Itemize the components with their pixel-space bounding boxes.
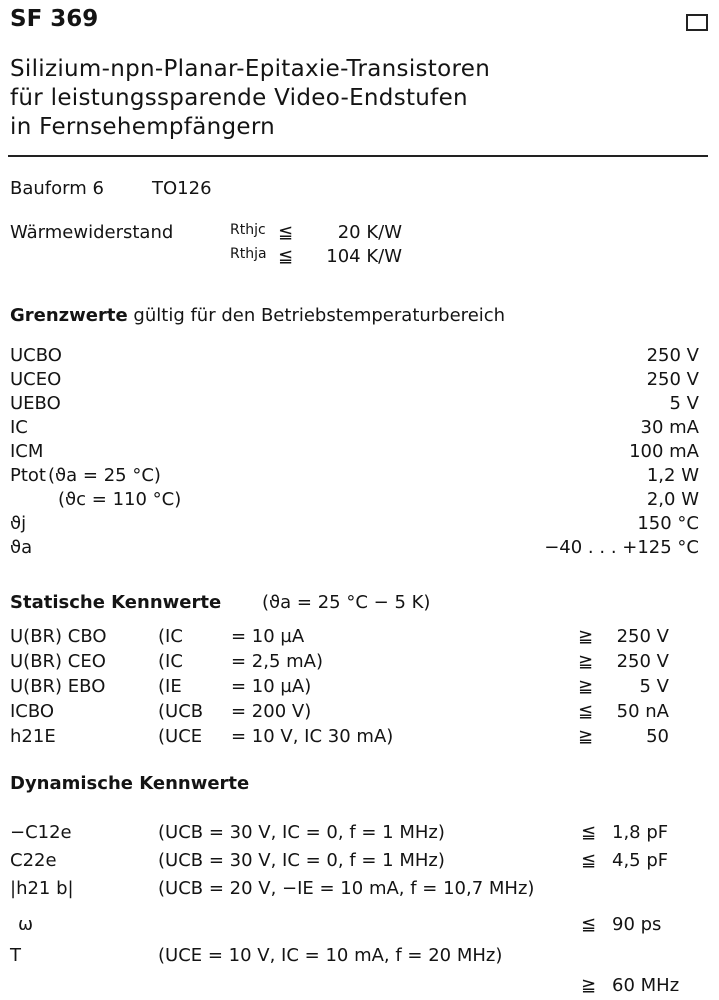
limit-symbol: UCBO bbox=[10, 345, 62, 366]
limits-heading: Grenzwerte gültig für den Betriebstemper… bbox=[10, 305, 505, 326]
static-relation: ≧ bbox=[578, 726, 594, 747]
package-value: TO126 bbox=[152, 178, 212, 199]
static-heading: Statische Kennwerte bbox=[10, 592, 222, 613]
package-label: Bauform 6 bbox=[10, 178, 104, 199]
static-value: 50 bbox=[646, 726, 669, 747]
limit-symbol: UEBO bbox=[10, 393, 61, 414]
static-condition: (ϑa = 25 °C − 5 K) bbox=[262, 592, 431, 613]
limits-heading-bold: Grenzwerte bbox=[10, 305, 128, 326]
static-param: (IC bbox=[158, 626, 183, 647]
dynamic-relation: ≦ bbox=[581, 822, 597, 843]
dynamic-relation: ≧ bbox=[581, 975, 597, 996]
static-condition: = 10 µA) bbox=[231, 676, 312, 697]
thermal-relation: ≦ bbox=[278, 222, 294, 243]
static-symbol: U(BR) CBO bbox=[10, 626, 107, 647]
limit-condition: (ϑc = 110 °C) bbox=[58, 489, 182, 510]
dynamic-symbol: T bbox=[10, 945, 21, 966]
static-condition: = 10 µA bbox=[231, 626, 305, 647]
static-condition: = 200 V) bbox=[231, 701, 312, 722]
static-relation: ≧ bbox=[578, 626, 594, 647]
static-condition: = 2,5 mA) bbox=[231, 651, 324, 672]
static-param: (IC bbox=[158, 651, 183, 672]
dynamic-value: 90 ps bbox=[612, 914, 662, 935]
divider bbox=[8, 155, 708, 157]
static-value: 250 V bbox=[616, 626, 669, 647]
limit-value: 1,2 W bbox=[646, 465, 699, 486]
dynamic-condition: (UCB = 20 V, −IE = 10 mA, f = 10,7 MHz) bbox=[158, 878, 535, 899]
limit-symbol: UCEO bbox=[10, 369, 62, 390]
limit-symbol: ϑj bbox=[10, 513, 27, 534]
limit-condition: (ϑa = 25 °C) bbox=[48, 465, 161, 486]
subtitle-line: Silizium-npn-Planar-Epitaxie-Transistore… bbox=[10, 56, 491, 82]
dynamic-symbol: C22e bbox=[10, 850, 57, 871]
static-relation: ≧ bbox=[578, 651, 594, 672]
thermal-label: Wärmewiderstand bbox=[10, 222, 174, 243]
static-value: 5 V bbox=[639, 676, 670, 697]
static-relation: ≦ bbox=[578, 701, 594, 722]
dynamic-value: 4,5 pF bbox=[612, 850, 669, 871]
thermal-symbol: Rthjc bbox=[230, 222, 266, 238]
static-value: 250 V bbox=[616, 651, 669, 672]
subtitle-line: für leistungssparende Video-Endstufen bbox=[10, 85, 468, 111]
dynamic-value: 60 MHz bbox=[612, 975, 680, 996]
static-symbol: h21E bbox=[10, 726, 56, 747]
limit-value: 30 mA bbox=[640, 417, 699, 438]
limit-value: 2,0 W bbox=[646, 489, 699, 510]
static-param: (UCB bbox=[158, 701, 204, 722]
static-param: (IE bbox=[158, 676, 182, 697]
limit-value: −40 . . . +125 °C bbox=[544, 537, 699, 558]
limit-value: 150 °C bbox=[637, 513, 699, 534]
checkbox-square-icon bbox=[686, 14, 708, 31]
static-symbol: ICBO bbox=[10, 701, 55, 722]
static-param: (UCE bbox=[158, 726, 203, 747]
static-symbol: U(BR) EBO bbox=[10, 676, 106, 697]
limit-symbol: IC bbox=[10, 417, 28, 438]
static-relation: ≧ bbox=[578, 676, 594, 697]
limit-value: 5 V bbox=[669, 393, 700, 414]
thermal-symbol: Rthja bbox=[230, 246, 267, 262]
dynamic-condition: (UCB = 30 V, IC = 0, f = 1 MHz) bbox=[158, 822, 445, 843]
dynamic-condition: (UCE = 10 V, IC = 10 mA, f = 20 MHz) bbox=[158, 945, 503, 966]
static-condition: = 10 V, IC 30 mA) bbox=[231, 726, 394, 747]
thermal-value: 20 K/W bbox=[337, 222, 402, 243]
datasheet-title: SF 369 bbox=[10, 6, 99, 32]
dynamic-symbol: ω bbox=[18, 914, 34, 935]
limit-symbol: ICM bbox=[10, 441, 44, 462]
dynamic-heading: Dynamische Kennwerte bbox=[10, 773, 250, 794]
dynamic-value: 1,8 pF bbox=[612, 822, 669, 843]
limit-value: 100 mA bbox=[629, 441, 699, 462]
dynamic-condition: (UCB = 30 V, IC = 0, f = 1 MHz) bbox=[158, 850, 445, 871]
dynamic-relation: ≦ bbox=[581, 850, 597, 871]
subtitle-line: in Fernsehempfängern bbox=[10, 114, 276, 140]
limit-symbol: Ptot bbox=[10, 465, 46, 486]
thermal-relation: ≦ bbox=[278, 246, 294, 267]
limit-symbol: ϑa bbox=[10, 537, 33, 558]
dynamic-symbol: −C12e bbox=[10, 822, 72, 843]
static-symbol: U(BR) CEO bbox=[10, 651, 106, 672]
static-value: 50 nA bbox=[616, 701, 669, 722]
limits-heading-rest: gültig für den Betriebstemperaturbereich bbox=[133, 305, 506, 326]
limit-value: 250 V bbox=[646, 369, 699, 390]
thermal-value: 104 K/W bbox=[326, 246, 402, 267]
dynamic-relation: ≦ bbox=[581, 914, 597, 935]
limit-value: 250 V bbox=[646, 345, 699, 366]
dynamic-symbol: |h21 b| bbox=[10, 878, 74, 899]
